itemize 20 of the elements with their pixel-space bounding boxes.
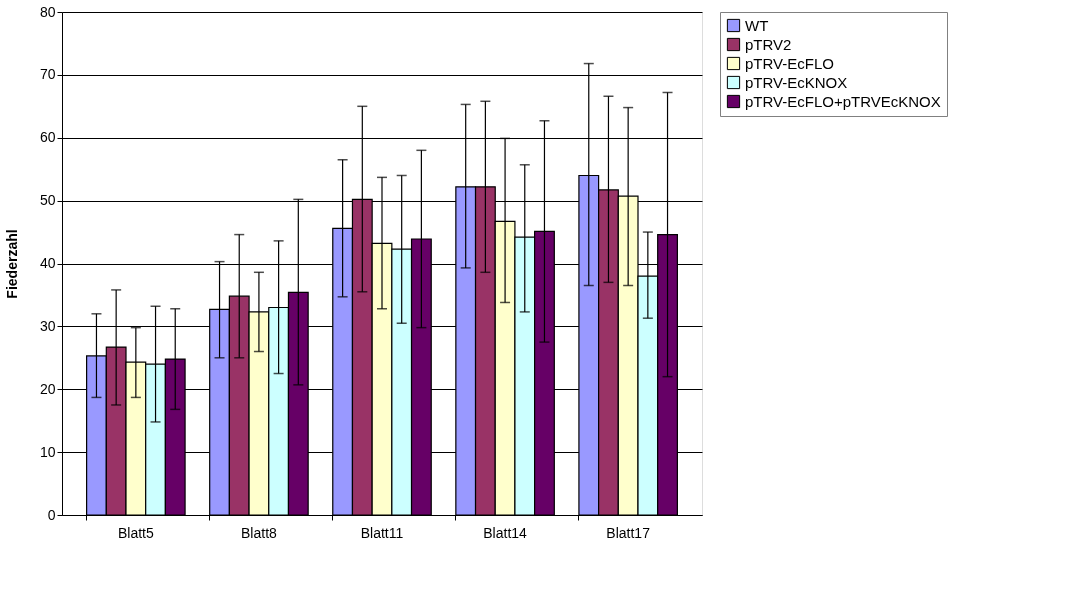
y-tick-label: 80 [39, 3, 56, 20]
legend-label: pTRV-EcKNOX [745, 73, 848, 91]
x-tick-label: Blatt11 [360, 524, 404, 541]
y-tick-label: 0 [47, 506, 56, 523]
y-tick-label: 30 [39, 317, 56, 334]
y-tick-label: 40 [39, 255, 56, 271]
y-tick-label: 10 [39, 443, 56, 460]
y-tick-label: 20 [39, 380, 56, 397]
legend-label: pTRV2 [745, 35, 792, 53]
x-tick-label: Blatt5 [117, 524, 154, 541]
legend-label: pTRV-EcFLO [745, 54, 834, 72]
y-axis-title: Fiederzahl [3, 229, 20, 299]
y-tick-label: 50 [39, 192, 56, 209]
x-tick-label: Blatt8 [241, 524, 278, 541]
x-tick-label: Blatt14 [483, 524, 528, 541]
x-tick-label: Blatt17 [606, 524, 651, 541]
legend-label: WT [745, 16, 769, 34]
y-tick-label: 60 [39, 129, 56, 146]
legend-label: pTRV-EcFLO+pTRVEcKNOX [745, 92, 941, 110]
y-tick-label: 70 [39, 66, 56, 83]
